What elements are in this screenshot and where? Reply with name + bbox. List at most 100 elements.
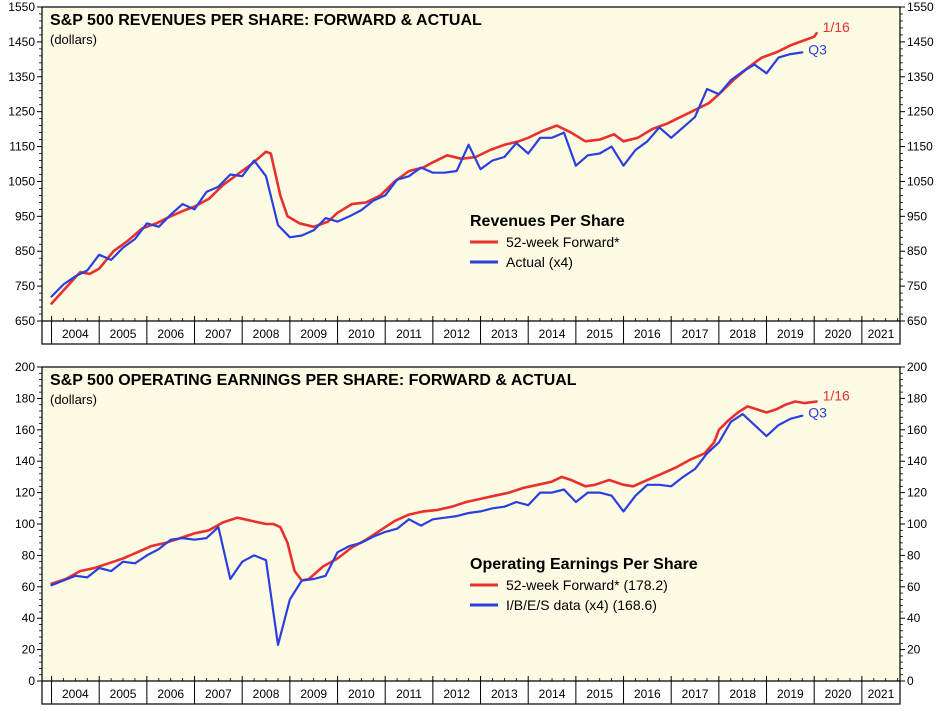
end-label-forward: 1/16 <box>823 19 850 35</box>
year-label: 2004 <box>62 327 89 341</box>
y-tick-label-left: 1150 <box>9 140 35 154</box>
series-line-forward <box>50 400 818 586</box>
y-tick-label-right: 650 <box>907 314 927 328</box>
y-tick-label-left: 1550 <box>8 0 35 14</box>
plot-area <box>42 367 900 681</box>
year-label: 2005 <box>110 327 137 341</box>
y-tick-label-left: 850 <box>15 244 35 258</box>
legend-entry-actual: I/B/E/S data (x4) (168.6) <box>506 597 657 613</box>
year-label: 2014 <box>539 687 566 701</box>
legend: Operating Earnings Per Share 52-week Forw… <box>470 556 698 613</box>
year-label: 2009 <box>300 687 327 701</box>
y-tick-label-left: 650 <box>15 314 35 328</box>
y-tick-label-right: 160 <box>907 423 927 437</box>
y-tick-label-right: 60 <box>907 580 921 594</box>
chart-panel-1: 650 650 750 750 850 850 950 950 1050 1050 1150 1150… <box>8 0 934 345</box>
year-label: 2017 <box>682 687 709 701</box>
chart-title: S&P 500 OPERATING EARNINGS PER SHARE: FO… <box>50 372 577 389</box>
year-axis-band <box>42 321 900 344</box>
year-label: 2008 <box>253 687 280 701</box>
y-tick-label-right: 850 <box>907 244 927 258</box>
y-tick-label-right: 1250 <box>907 105 934 119</box>
y-tick-label-right: 1450 <box>907 35 934 49</box>
y-tick-label-left: 200 <box>15 360 35 374</box>
y-tick-label-left: 180 <box>15 391 35 405</box>
year-label: 2011 <box>396 687 422 701</box>
series-line-actual <box>50 413 804 647</box>
year-label: 2013 <box>491 687 518 701</box>
year-label: 2012 <box>443 687 470 701</box>
year-label: 2019 <box>777 687 804 701</box>
year-axis-band <box>42 681 900 704</box>
chart-subtitle: (dollars) <box>50 392 97 407</box>
y-tick-label-right: 950 <box>907 209 927 223</box>
plot-area <box>42 7 900 321</box>
year-label: 2007 <box>205 327 232 341</box>
year-label: 2016 <box>634 327 661 341</box>
legend-entry-actual: Actual (x4) <box>506 254 573 270</box>
year-label: 2007 <box>205 687 232 701</box>
y-tick-label-right: 1050 <box>907 174 934 188</box>
year-label: 2019 <box>777 327 804 341</box>
year-label: 2015 <box>586 687 613 701</box>
chart-frame <box>41 6 901 345</box>
y-tick-label-left: 1250 <box>8 105 35 119</box>
y-tick-label-right: 1550 <box>907 0 934 14</box>
chart-subtitle: (dollars) <box>50 32 97 47</box>
y-tick-label-left: 1450 <box>8 35 35 49</box>
year-label: 2014 <box>539 327 566 341</box>
y-tick-label-left: 750 <box>15 279 35 293</box>
year-label: 2006 <box>157 327 184 341</box>
end-label-actual: Q3 <box>808 405 827 421</box>
legend-entry-forward: 52-week Forward* <box>506 234 620 250</box>
end-label-forward: 1/16 <box>823 388 850 404</box>
y-tick-label-left: 120 <box>15 486 35 500</box>
year-label: 2004 <box>62 687 89 701</box>
y-tick-label-right: 180 <box>907 391 927 405</box>
y-tick-label-right: 120 <box>907 486 927 500</box>
year-label: 2021 <box>868 687 895 701</box>
year-label: 2015 <box>586 327 613 341</box>
y-tick-label-left: 950 <box>15 209 35 223</box>
y-tick-label-right: 40 <box>907 611 921 625</box>
year-label: 2011 <box>396 327 422 341</box>
legend: Revenues Per Share 52-week Forward* Actual… <box>470 213 625 270</box>
legend-title: Revenues Per Share <box>470 213 625 230</box>
year-label: 2021 <box>868 327 895 341</box>
y-tick-label-left: 1350 <box>8 70 35 84</box>
year-label: 2010 <box>348 687 375 701</box>
y-tick-label-left: 100 <box>15 517 35 531</box>
chart-title: S&P 500 REVENUES PER SHARE: FORWARD & AC… <box>50 12 482 29</box>
year-label: 2008 <box>253 327 280 341</box>
year-label: 2013 <box>491 327 518 341</box>
chart-frame <box>41 366 901 705</box>
series-line-actual <box>50 51 804 298</box>
y-tick-label-right: 200 <box>907 360 927 374</box>
end-label-actual: Q3 <box>808 41 827 57</box>
year-label: 2020 <box>825 687 852 701</box>
y-tick-label-right: 80 <box>907 548 921 562</box>
y-tick-label-right: 1350 <box>907 70 934 84</box>
y-tick-label-right: 100 <box>907 517 927 531</box>
legend-title: Operating Earnings Per Share <box>470 556 698 573</box>
year-label: 2005 <box>110 687 137 701</box>
year-label: 2006 <box>157 687 184 701</box>
y-tick-label-right: 0 <box>907 674 914 688</box>
y-tick-label-left: 20 <box>22 643 36 657</box>
year-label: 2017 <box>682 327 709 341</box>
year-label: 2009 <box>300 327 327 341</box>
year-label: 2012 <box>443 327 470 341</box>
y-tick-label-left: 0 <box>28 674 35 688</box>
year-label: 2018 <box>729 327 756 341</box>
y-tick-label-left: 80 <box>22 548 36 562</box>
y-tick-label-left: 40 <box>22 611 36 625</box>
y-tick-label-right: 140 <box>907 454 927 468</box>
year-label: 2018 <box>729 687 756 701</box>
y-tick-label-right: 20 <box>907 643 921 657</box>
year-label: 2020 <box>825 327 852 341</box>
year-label: 2010 <box>348 327 375 341</box>
y-tick-label-left: 160 <box>15 423 35 437</box>
y-tick-label-right: 750 <box>907 279 927 293</box>
